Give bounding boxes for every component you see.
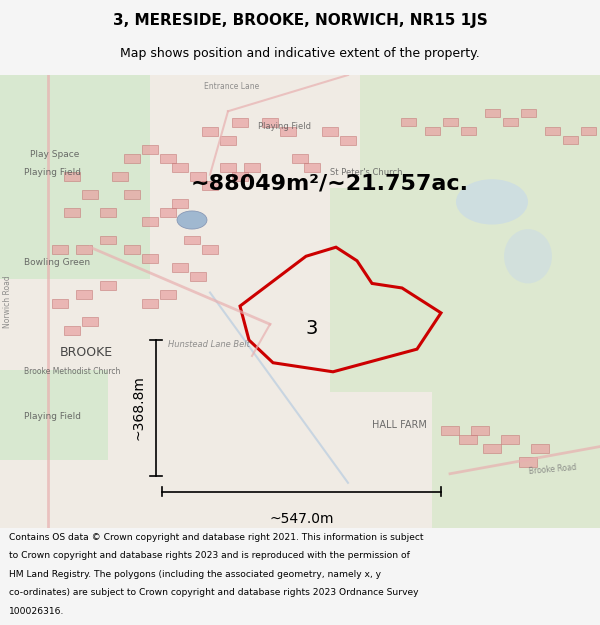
Bar [172, 262, 188, 272]
Text: Map shows position and indicative extent of the property.: Map shows position and indicative extent… [120, 48, 480, 61]
Bar [82, 317, 98, 326]
Bar [64, 326, 80, 335]
Text: Bowling Green: Bowling Green [24, 258, 90, 268]
Bar [360, 75, 600, 188]
Bar [142, 299, 158, 308]
Bar [425, 127, 439, 135]
Bar [64, 172, 80, 181]
Text: Hunstead Lane Belt: Hunstead Lane Belt [168, 340, 250, 349]
Text: Norwich Road: Norwich Road [3, 275, 12, 328]
Bar [100, 236, 116, 244]
Ellipse shape [504, 229, 552, 284]
Bar [124, 244, 140, 254]
Bar [160, 208, 176, 217]
Text: 3: 3 [306, 319, 318, 338]
Bar [160, 290, 176, 299]
Bar [401, 118, 416, 126]
Bar [76, 290, 92, 299]
Text: co-ordinates) are subject to Crown copyright and database rights 2023 Ordnance S: co-ordinates) are subject to Crown copyr… [9, 588, 419, 598]
Bar [172, 199, 188, 208]
Bar [52, 244, 68, 254]
Bar [190, 272, 206, 281]
Bar [322, 127, 338, 136]
Bar [521, 109, 536, 117]
Bar [142, 145, 158, 154]
Bar [262, 118, 278, 127]
Text: 100026316.: 100026316. [9, 607, 64, 616]
Text: ~547.0m: ~547.0m [269, 512, 334, 526]
Text: Contains OS data © Crown copyright and database right 2021. This information is : Contains OS data © Crown copyright and d… [9, 533, 424, 542]
Bar [100, 208, 116, 217]
Bar [304, 163, 320, 172]
Ellipse shape [456, 179, 528, 224]
Text: Brooke Methodist Church: Brooke Methodist Church [24, 367, 121, 376]
Bar [0, 369, 108, 460]
Bar [76, 244, 92, 254]
Bar [443, 118, 458, 126]
Bar [100, 281, 116, 290]
Text: St Peter's Church: St Peter's Church [330, 168, 403, 177]
Bar [112, 172, 128, 181]
Bar [124, 154, 140, 163]
Text: Brooke Road: Brooke Road [528, 462, 577, 476]
Bar [292, 154, 308, 163]
Bar [432, 369, 600, 528]
Text: BROOKE: BROOKE [60, 346, 113, 359]
Bar [142, 254, 158, 262]
Text: HM Land Registry. The polygons (including the associated geometry, namely x, y: HM Land Registry. The polygons (includin… [9, 570, 381, 579]
Bar [232, 118, 248, 127]
Bar [52, 299, 68, 308]
Bar [519, 458, 537, 467]
Bar [280, 127, 296, 136]
Bar [82, 190, 98, 199]
Text: Playing Field: Playing Field [24, 168, 81, 177]
Bar [471, 426, 489, 435]
Bar [202, 244, 218, 254]
Text: ~368.8m: ~368.8m [131, 376, 145, 441]
Text: HALL FARM: HALL FARM [372, 421, 427, 431]
Bar [184, 236, 200, 244]
Bar [581, 127, 595, 135]
Text: Playing Field: Playing Field [24, 412, 81, 421]
Bar [330, 188, 600, 392]
Ellipse shape [177, 211, 207, 229]
Bar [64, 208, 80, 217]
Bar [244, 163, 260, 172]
Bar [142, 217, 158, 226]
Bar [545, 127, 560, 135]
Text: ~88049m²/~21.757ac.: ~88049m²/~21.757ac. [191, 174, 469, 194]
Bar [202, 181, 218, 190]
Bar [461, 127, 476, 135]
Bar [220, 136, 236, 145]
Bar [483, 444, 501, 453]
Bar [340, 136, 356, 145]
Text: to Crown copyright and database rights 2023 and is reproduced with the permissio: to Crown copyright and database rights 2… [9, 551, 410, 561]
Bar [124, 190, 140, 199]
Bar [441, 426, 459, 435]
Bar [190, 172, 206, 181]
Text: Entrance Lane: Entrance Lane [204, 82, 259, 91]
Bar [220, 163, 236, 172]
Bar [202, 127, 218, 136]
Bar [232, 172, 248, 181]
Bar [459, 435, 477, 444]
Bar [0, 75, 150, 279]
Bar [501, 435, 519, 444]
Bar [563, 136, 577, 144]
Text: 3, MERESIDE, BROOKE, NORWICH, NR15 1JS: 3, MERESIDE, BROOKE, NORWICH, NR15 1JS [113, 14, 487, 29]
Text: Playing Field: Playing Field [258, 122, 311, 131]
Bar [172, 163, 188, 172]
Bar [485, 109, 499, 117]
Text: Play Space: Play Space [30, 149, 79, 159]
Bar [160, 154, 176, 163]
Bar [531, 444, 549, 453]
Bar [503, 118, 517, 126]
